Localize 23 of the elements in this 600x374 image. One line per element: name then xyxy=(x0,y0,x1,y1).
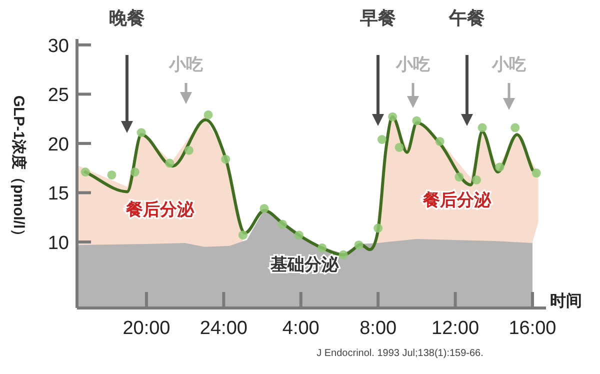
annotation: 小吃 xyxy=(395,55,430,74)
x-tick-label: 20:00 xyxy=(122,318,170,339)
x-tick-label: 12:00 xyxy=(432,318,480,339)
x-axis-title: 时间 xyxy=(550,292,582,310)
text: 早餐 xyxy=(359,8,396,28)
text: 晚餐 xyxy=(109,8,145,28)
annotation: 小吃 xyxy=(168,55,203,74)
y-tick-label: 15 xyxy=(48,184,69,205)
y-tick-label: 25 xyxy=(48,85,69,106)
y-tick-label: 30 xyxy=(48,36,69,57)
text: 午餐 xyxy=(448,8,485,28)
annotation: 小吃 xyxy=(491,55,526,74)
y-tick-label: 10 xyxy=(48,232,69,254)
series-label: 餐后分泌 xyxy=(124,200,195,219)
series-label: 基础分泌 xyxy=(270,254,340,274)
x-tick-label: 16:00 xyxy=(508,318,556,339)
series-label: 餐后分泌 xyxy=(422,190,492,210)
y-tick-label: 20 xyxy=(48,134,69,156)
x-tick-label: 4:00 xyxy=(282,318,320,339)
text: J Endocrinol. 1993 Jul;138(1):159-66. xyxy=(316,348,484,359)
y-axis-title: GLP-1浓度（pmol/l） xyxy=(10,95,28,244)
x-tick-label: 8:00 xyxy=(360,318,397,339)
x-tick-label: 24:00 xyxy=(200,318,248,339)
